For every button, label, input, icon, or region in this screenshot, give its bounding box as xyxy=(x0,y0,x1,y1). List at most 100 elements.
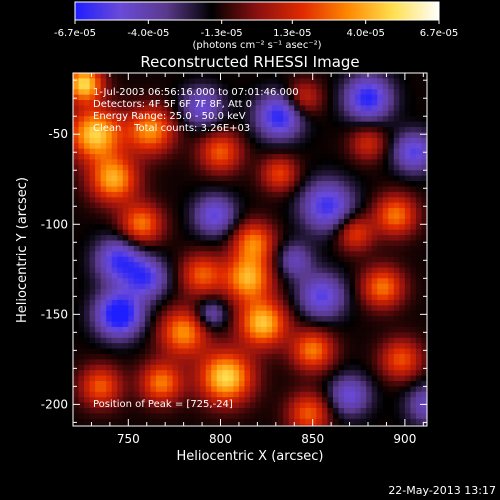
heatmap-cell xyxy=(144,397,152,404)
heatmap-cell xyxy=(272,256,279,263)
heatmap-cell xyxy=(211,208,218,215)
heatmap-cell xyxy=(133,154,140,161)
heatmap-cell xyxy=(227,224,235,231)
heatmap-cell xyxy=(128,148,135,155)
heatmap-cell xyxy=(84,170,91,177)
heatmap-cell xyxy=(133,202,140,209)
heatmap-cell xyxy=(155,132,163,139)
heatmap-cell xyxy=(349,94,356,101)
heatmap-cell xyxy=(89,364,96,371)
heatmap-cell xyxy=(261,289,268,296)
heatmap-cell xyxy=(84,391,91,398)
heatmap-cell xyxy=(388,73,395,79)
heatmap-cell xyxy=(122,83,129,90)
heatmap-cell xyxy=(277,191,284,198)
heatmap-cell xyxy=(172,170,179,177)
heatmap-cell xyxy=(255,256,262,263)
heatmap-cell xyxy=(266,110,273,117)
heatmap-cell xyxy=(106,348,113,355)
heatmap-cell xyxy=(371,359,378,366)
heatmap-cell xyxy=(404,202,412,209)
heatmap-cell xyxy=(355,407,362,414)
heatmap-cell xyxy=(299,391,306,398)
heatmap-cell xyxy=(216,402,223,409)
heatmap-cell xyxy=(238,321,246,328)
heatmap-cell xyxy=(321,413,329,420)
heatmap-cell xyxy=(194,73,201,79)
heatmap-cell xyxy=(139,78,146,85)
heatmap-cell xyxy=(277,159,284,166)
heatmap-cell xyxy=(117,299,124,306)
heatmap-cell xyxy=(355,121,362,128)
heatmap-cell xyxy=(150,251,157,258)
heatmap-cell xyxy=(183,391,190,398)
heatmap-cell xyxy=(250,337,257,344)
heatmap-cell xyxy=(205,186,212,193)
heatmap-cell xyxy=(194,94,201,101)
heatmap-cell xyxy=(399,78,406,85)
heatmap-cell xyxy=(338,413,345,420)
heatmap-cell xyxy=(415,235,423,242)
heatmap-cell xyxy=(161,78,168,85)
heatmap-cell xyxy=(117,218,124,225)
heatmap-cell xyxy=(73,321,80,328)
heatmap-cell xyxy=(155,310,163,317)
heatmap-cell xyxy=(189,73,196,79)
heatmap-cell xyxy=(78,83,85,90)
heatmap-cell xyxy=(399,213,406,220)
heatmap-cell xyxy=(155,83,163,90)
heatmap-cell xyxy=(305,213,312,220)
heatmap-cell xyxy=(360,121,367,128)
heatmap-cell xyxy=(272,73,279,79)
heatmap-cell xyxy=(238,175,246,182)
heatmap-cell xyxy=(150,100,157,107)
heatmap-cell xyxy=(128,175,135,182)
heatmap-cell xyxy=(172,137,179,144)
heatmap-cell xyxy=(211,83,218,90)
heatmap-cell xyxy=(211,105,218,112)
heatmap-cell xyxy=(172,310,179,317)
heatmap-cell xyxy=(111,213,118,220)
heatmap-cell xyxy=(421,391,427,398)
heatmap-cell xyxy=(310,397,317,404)
heatmap-cell xyxy=(399,380,406,387)
heatmap-cell xyxy=(227,278,235,285)
heatmap-cell xyxy=(244,121,251,128)
heatmap-cell xyxy=(233,278,240,285)
heatmap-cell xyxy=(178,299,185,306)
heatmap-cell xyxy=(338,337,345,344)
heatmap-cell xyxy=(106,127,113,134)
heatmap-cell xyxy=(338,397,345,404)
heatmap-cell xyxy=(250,148,257,155)
heatmap-cell xyxy=(155,78,163,85)
heatmap-cell xyxy=(100,316,107,323)
heatmap-cell xyxy=(382,262,389,269)
heatmap-cell xyxy=(250,375,257,382)
heatmap-cell xyxy=(150,256,157,263)
heatmap-cell xyxy=(95,413,102,420)
heatmap-cell xyxy=(106,397,113,404)
heatmap-cell xyxy=(111,289,118,296)
heatmap-cell xyxy=(172,164,179,171)
heatmap-cell xyxy=(78,100,85,107)
heatmap-cell xyxy=(327,89,334,96)
heatmap-cell xyxy=(233,310,240,317)
heatmap-cell xyxy=(111,348,118,355)
heatmap-cell xyxy=(288,413,295,420)
heatmap-cell xyxy=(117,224,124,231)
heatmap-cell xyxy=(222,321,229,328)
heatmap-cell xyxy=(216,321,223,328)
heatmap-cell xyxy=(250,364,257,371)
heatmap-cell xyxy=(183,343,190,350)
heatmap-cell xyxy=(117,143,124,150)
heatmap-cell xyxy=(244,202,251,209)
heatmap-cell xyxy=(316,375,323,382)
heatmap-cell xyxy=(421,159,427,166)
heatmap-cell xyxy=(355,197,362,204)
heatmap-cell xyxy=(238,375,246,382)
heatmap-cell xyxy=(189,262,196,269)
heatmap-cell xyxy=(421,202,427,209)
heatmap-cell xyxy=(211,391,218,398)
heatmap-cell xyxy=(388,100,395,107)
heatmap-cell xyxy=(371,278,378,285)
